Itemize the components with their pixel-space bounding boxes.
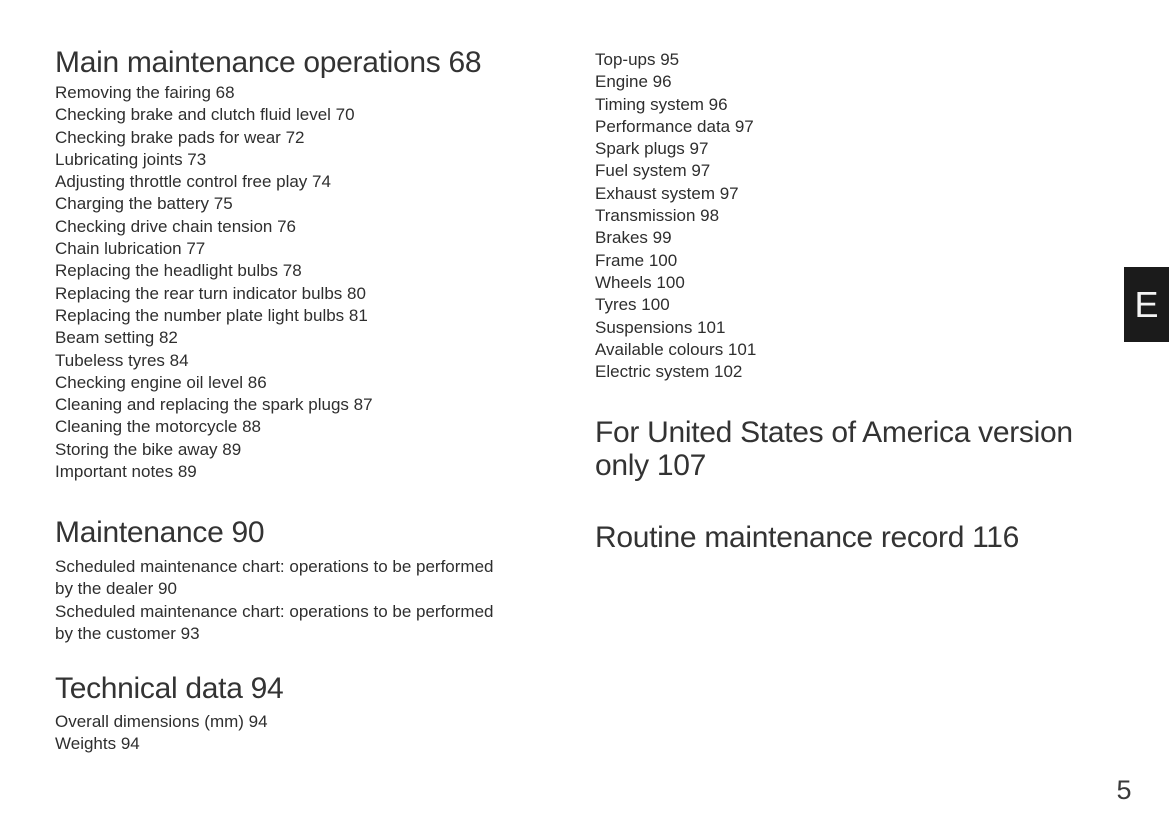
toc-entry: Fuel system 97 [595,161,711,181]
section-tab-letter: E [1134,283,1159,325]
toc-entry: Wheels 100 [595,272,685,292]
toc-entry: Scheduled maintenance chart: operations … [55,557,494,599]
section-technical-data-continued: Top-ups 95 Engine 96 Timing system 96 Pe… [595,49,1075,383]
toc-entry: Timing system 96 [595,94,728,114]
toc-entry: Frame 100 [595,250,678,270]
toc-item-list: Overall dimensions (mm) 94 Weights 94 [55,711,575,756]
toc-entry: Beam setting 82 [55,328,178,348]
toc-entry: Spark plugs 97 [595,139,709,159]
toc-entry: Tyres 100 [595,295,670,315]
section-heading-usa-version: For United States of America version onl… [595,416,1073,482]
toc-entry: Transmission 98 [595,206,720,226]
section-heading-maintenance: Maintenance 90 [55,516,265,549]
section-heading-technical-data: Technical data 94 [55,672,284,705]
toc-entry: Exhaust system 97 [595,183,739,203]
toc-entry: Checking brake pads for wear 72 [55,127,305,147]
toc-entry: Top-ups 95 [595,50,680,69]
toc-entry: Charging the battery 75 [55,194,233,214]
toc-entry: Electric system 102 [595,362,743,382]
toc-entry: Adjusting throttle control free play 74 [55,172,331,192]
section-tab: E [1124,267,1169,342]
toc-entry: Checking drive chain tension 76 [55,216,296,236]
section-maintenance: Maintenance 90 Scheduled maintenance cha… [55,516,575,645]
toc-entry: Important notes 89 [55,462,197,482]
toc-entry: Chain lubrication 77 [55,239,206,259]
toc-entry: Weights 94 [55,734,140,754]
toc-entry: Replacing the number plate light bulbs 8… [55,305,368,325]
toc-entry: Overall dimensions (mm) 94 [55,712,268,731]
toc-item-list: Removing the fairing 68 Checking brake a… [55,82,575,483]
toc-entry: Replacing the headlight bulbs 78 [55,261,302,281]
toc-entry: Lubricating joints 73 [55,149,207,169]
toc-entry: Brakes 99 [595,228,672,248]
section-main-maintenance-operations: Main maintenance operations 68 Removing … [55,46,575,483]
toc-entry: Checking engine oil level 86 [55,372,267,392]
section-heading-main-maintenance-operations: Main maintenance operations 68 [55,46,482,79]
toc-entry: Performance data 97 [595,116,754,136]
toc-entry: Storing the bike away 89 [55,439,242,459]
toc-entry: Scheduled maintenance chart: operations … [55,601,494,643]
toc-entry: Checking brake and clutch fluid level 70 [55,105,355,125]
toc-entry: Available colours 101 [595,339,757,359]
toc-entry: Removing the fairing 68 [55,83,235,102]
toc-entry: Cleaning and replacing the spark plugs 8… [55,395,373,415]
section-technical-data: Technical data 94 Overall dimensions (mm… [55,672,575,756]
toc-entry: Replacing the rear turn indicator bulbs … [55,283,366,303]
toc-item-list: Scheduled maintenance chart: operations … [55,556,575,645]
page-number: 5 [1116,775,1132,805]
toc-entry: Tubeless tyres 84 [55,350,189,370]
toc-entry: Cleaning the motorcycle 88 [55,417,262,437]
toc-entry: Engine 96 [595,72,672,92]
toc-entry: Suspensions 101 [595,317,726,337]
section-heading-routine-maintenance-record: Routine maintenance record 116 [595,521,1020,554]
